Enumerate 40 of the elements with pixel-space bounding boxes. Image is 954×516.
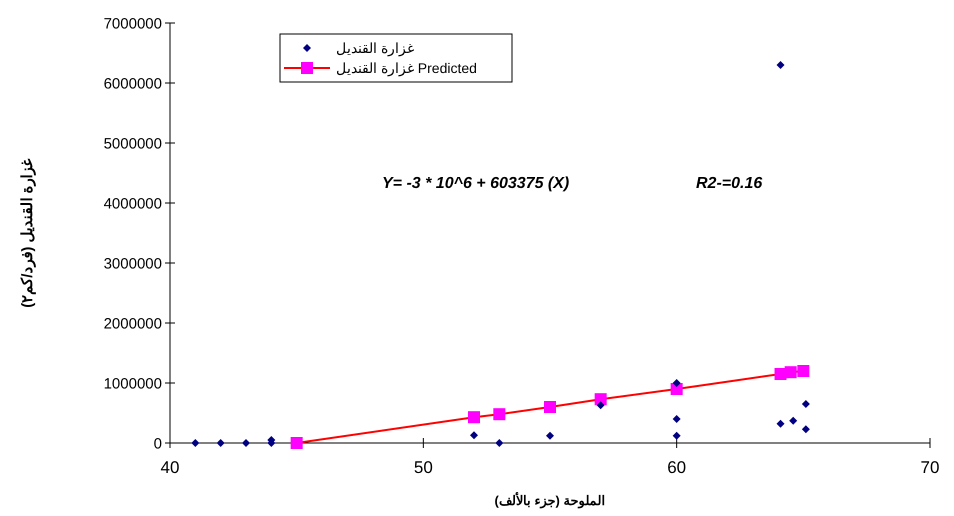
y-tick-label: 2000000 [104, 315, 162, 332]
point [802, 400, 810, 408]
y-tick-label: 5000000 [104, 135, 162, 152]
x-tick-label: 40 [160, 458, 180, 477]
y-tick-label: 6000000 [104, 75, 162, 92]
point [290, 437, 303, 449]
point [594, 393, 607, 406]
point [546, 432, 554, 440]
x-tick-label: 60 [667, 458, 686, 477]
point [191, 439, 200, 447]
annotation: R2-=0.16 [696, 175, 762, 192]
point [544, 401, 556, 413]
legend-label: غزارة القنديل [336, 40, 414, 57]
x-tick-label: 70 [920, 458, 940, 477]
point [216, 439, 225, 447]
annotation: Y= -3 * 10^6 + 603375 (X) [382, 175, 570, 192]
point [596, 401, 605, 410]
legend-label: غزارة القنديل Predicted [336, 60, 477, 77]
point [776, 61, 785, 69]
point [468, 411, 480, 424]
point [797, 365, 810, 377]
y-tick-label: 3000000 [104, 255, 162, 272]
y-tick-label: 4000000 [104, 195, 162, 212]
y-tick-label: 7000000 [104, 15, 162, 32]
point [802, 425, 810, 434]
point [672, 415, 681, 423]
point [776, 420, 785, 428]
x-tick-label: 50 [414, 458, 433, 477]
point [495, 439, 504, 447]
point [242, 439, 250, 447]
point [672, 379, 681, 387]
y-tick-label: 0 [154, 435, 162, 452]
point [470, 431, 478, 440]
point [672, 432, 681, 440]
y-axis-title: غزارة القنديل (فرد/كم٢) [19, 158, 36, 308]
point [784, 366, 797, 378]
x-axis-title: الملوحة (جزء بالألف) [494, 492, 606, 509]
y-tick-label: 1000000 [104, 375, 162, 392]
point [789, 416, 798, 425]
point [493, 408, 506, 420]
